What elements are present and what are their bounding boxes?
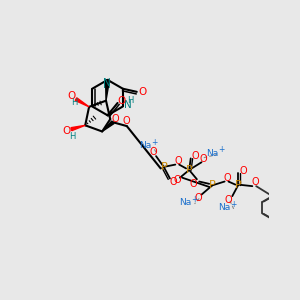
Polygon shape — [106, 80, 110, 101]
Text: P: P — [160, 162, 167, 172]
Polygon shape — [102, 121, 114, 131]
Text: O: O — [252, 177, 259, 187]
Text: O: O — [112, 114, 119, 124]
Text: Na: Na — [179, 198, 191, 207]
Text: O: O — [191, 151, 199, 161]
Text: O: O — [117, 96, 125, 106]
Text: H: H — [69, 132, 75, 141]
Text: O: O — [200, 154, 208, 164]
Text: N: N — [103, 78, 111, 88]
Text: N: N — [124, 100, 132, 110]
Text: +: + — [191, 195, 198, 204]
Text: H: H — [71, 98, 78, 107]
Text: O: O — [195, 193, 202, 203]
Text: Na: Na — [206, 148, 218, 158]
Text: O: O — [190, 179, 198, 189]
Text: O: O — [175, 156, 182, 166]
Polygon shape — [75, 98, 89, 107]
Text: P: P — [209, 180, 216, 190]
Text: O: O — [123, 116, 130, 126]
Text: H: H — [128, 96, 134, 105]
Text: O: O — [67, 91, 76, 101]
Text: O: O — [239, 166, 247, 176]
Text: P: P — [186, 165, 193, 175]
Polygon shape — [71, 125, 85, 131]
Text: O: O — [63, 127, 71, 136]
Text: O: O — [169, 177, 177, 187]
Text: O: O — [225, 195, 232, 205]
Text: O: O — [224, 173, 232, 184]
Text: O: O — [138, 87, 146, 97]
Text: N: N — [103, 80, 111, 89]
Text: +: + — [218, 146, 225, 154]
Text: +: + — [231, 200, 237, 209]
Text: Na: Na — [139, 141, 152, 150]
Text: O: O — [150, 147, 158, 157]
Text: P: P — [235, 180, 242, 190]
Text: O: O — [173, 175, 181, 185]
Text: Na: Na — [218, 203, 231, 212]
Text: +: + — [151, 138, 158, 147]
